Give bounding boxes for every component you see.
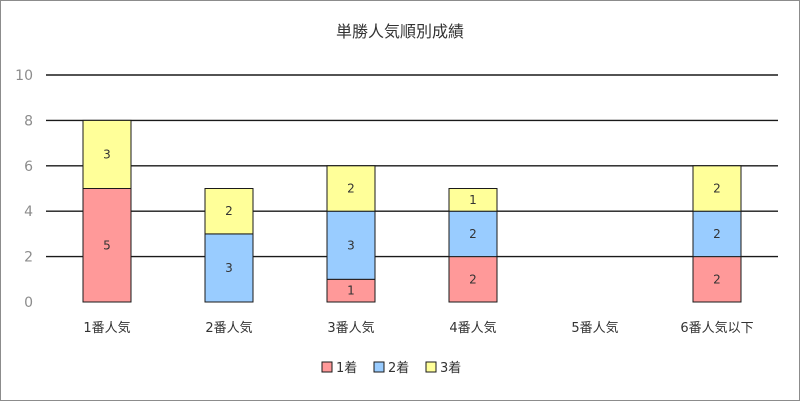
- y-tick-label: 0: [24, 295, 33, 311]
- data-label: 1: [469, 193, 477, 207]
- x-tick-label: 5番人気: [571, 320, 618, 336]
- bars: 5 3 3 2 1 3 2 2 2 1 2 2 2: [82, 119, 742, 303]
- data-label: 2: [713, 272, 721, 286]
- legend: 1着 2着 3着: [321, 360, 461, 376]
- data-label: 2: [347, 182, 355, 196]
- y-tick-label: 8: [24, 113, 33, 129]
- data-label: 2: [469, 272, 477, 286]
- legend-label: 2着: [388, 360, 409, 376]
- bar-segment: [692, 210, 742, 258]
- x-tick-label: 3番人気: [327, 320, 374, 336]
- chart-title: 単勝人気順別成績: [336, 22, 464, 41]
- bar-segment: [448, 188, 498, 212]
- x-tick-label: 4番人気: [449, 320, 496, 336]
- y-axis-ticks: 0 2 4 6 8 10: [15, 68, 33, 311]
- data-label: 3: [225, 261, 233, 275]
- data-label: 5: [103, 238, 111, 252]
- data-label: 1: [347, 284, 355, 298]
- legend-swatch: [321, 361, 333, 373]
- bar-segment: [448, 210, 498, 258]
- bar-segment: [692, 165, 742, 212]
- y-tick-label: 2: [24, 250, 33, 266]
- legend-swatch: [373, 361, 385, 373]
- bar-segment: [204, 188, 254, 235]
- bar-segment: [326, 165, 376, 212]
- data-label: 2: [713, 182, 721, 196]
- x-tick-label: 1番人気: [83, 320, 130, 336]
- data-label: 2: [713, 227, 721, 241]
- legend-swatch: [425, 361, 437, 373]
- legend-label: 3着: [440, 360, 461, 376]
- data-label: 2: [469, 227, 477, 241]
- y-tick-label: 4: [24, 204, 33, 220]
- data-label: 2: [225, 204, 233, 218]
- grid-lines: [46, 74, 778, 258]
- bar-segment: [326, 210, 376, 280]
- x-tick-label: 2番人気: [205, 320, 252, 336]
- y-tick-label: 10: [15, 68, 33, 84]
- data-label: 3: [347, 238, 355, 252]
- bar-segment: [82, 119, 132, 189]
- bar-segment: [692, 256, 742, 303]
- y-tick-label: 6: [24, 159, 33, 175]
- legend-label: 1着: [336, 360, 357, 376]
- data-label: 3: [103, 147, 111, 161]
- bar-segment: [204, 233, 254, 303]
- x-tick-label: 6番人気以下: [680, 320, 753, 336]
- x-axis-categories: 1番人気 2番人気 3番人気 4番人気 5番人気 6番人気以下: [83, 320, 753, 336]
- bar-segment: [82, 188, 132, 303]
